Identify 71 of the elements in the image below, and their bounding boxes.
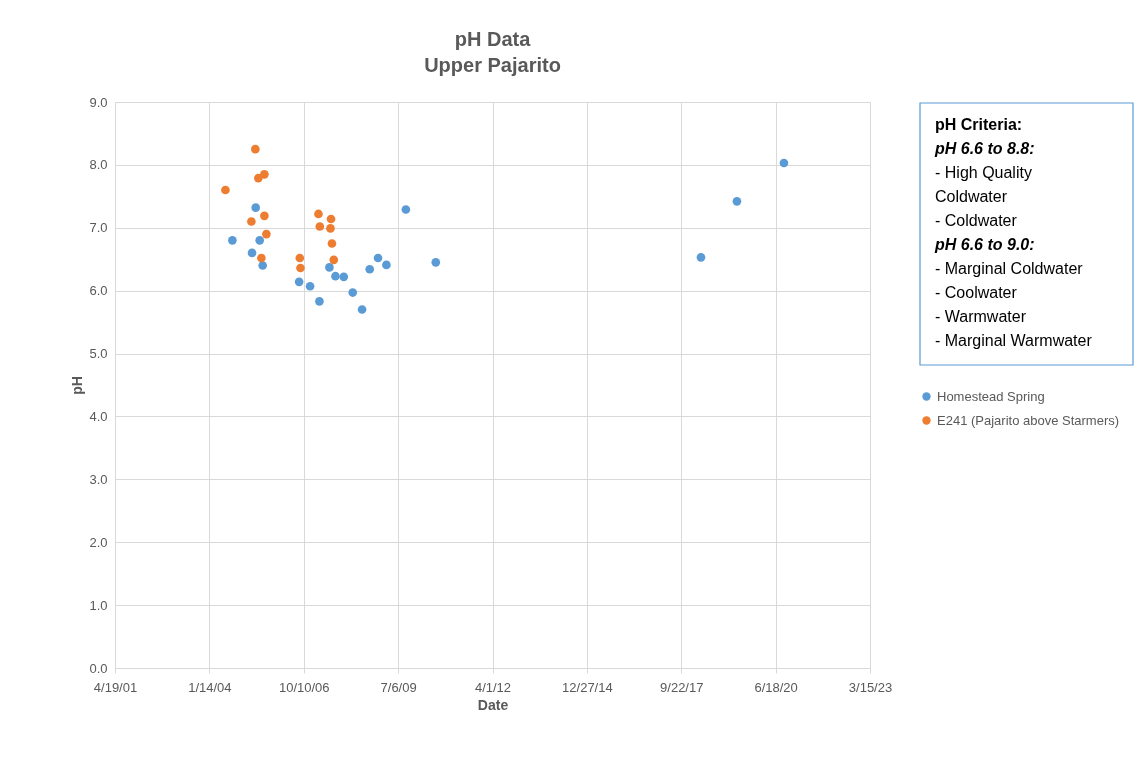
point: [295, 253, 305, 263]
point: [247, 248, 257, 258]
point: [326, 224, 335, 233]
y-tick-label: 5.0: [89, 346, 108, 362]
x-tick-label: 4/19/01: [93, 679, 138, 695]
point: [296, 263, 305, 273]
text: pH 6.6 to 9.0:: [934, 236, 1035, 253]
point: [258, 261, 268, 270]
y-tick-label: 0.0: [89, 660, 108, 676]
x-tick-label: 9/22/17: [660, 679, 704, 695]
x-axis-title: Date: [477, 696, 509, 713]
text: Coldwater: [935, 188, 1008, 205]
point: [305, 281, 315, 291]
point: [251, 203, 261, 212]
point: [779, 158, 789, 168]
text: - Marginal Warmwater: [935, 332, 1093, 349]
point: [315, 222, 325, 231]
text: - Marginal Coldwater: [935, 260, 1084, 277]
chart-subtitle: Upper Pajarito: [424, 54, 561, 76]
point: [315, 297, 324, 306]
text: - Coldwater: [935, 212, 1018, 229]
x-tick-label: 4/1/12: [474, 679, 512, 695]
x-tick-label: 10/10/06: [278, 679, 330, 695]
point: [696, 253, 706, 262]
point: [401, 205, 411, 214]
text: pH 6.6 to 8.8:: [934, 140, 1035, 157]
x-tick-label: 12/27/14: [562, 679, 613, 695]
point: [251, 144, 260, 154]
legend-label: E241 (Pajarito above Starmers): [937, 412, 1120, 428]
y-tick-label: 7.0: [89, 220, 108, 236]
y-tick-label: 8.0: [89, 157, 108, 173]
point: [260, 170, 269, 179]
point: [348, 288, 358, 297]
text: pH Criteria:: [935, 116, 1023, 133]
point: [247, 217, 256, 226]
point: [382, 260, 391, 270]
point: [325, 263, 334, 272]
point: [255, 236, 265, 245]
y-tick-label: 1.0: [89, 597, 108, 613]
point: [732, 197, 742, 206]
y-tick-label: 3.0: [89, 471, 108, 487]
text: - Warmwater: [935, 308, 1027, 325]
point: [357, 305, 367, 314]
point: [257, 253, 266, 263]
point: [228, 236, 237, 245]
x-tick-label: 6/18/20: [754, 679, 798, 695]
point: [329, 255, 339, 265]
point: [294, 277, 304, 287]
x-tick-label: 1/14/04: [188, 679, 232, 695]
legend-label: Homestead Spring: [937, 388, 1045, 404]
point: [260, 211, 269, 221]
y-axis-title: pH: [69, 376, 86, 395]
text: - Coolwater: [935, 284, 1018, 301]
y-tick-label: 4.0: [89, 408, 108, 424]
point: [314, 209, 323, 219]
point: [221, 185, 230, 195]
point: [254, 173, 263, 183]
point: [373, 253, 383, 263]
x-tick-label: 7/6/09: [380, 679, 417, 695]
x-tick-label: 3/15/23: [848, 679, 893, 695]
point: [327, 239, 337, 248]
chart-title: pH Data: [454, 28, 532, 50]
y-tick-label: 2.0: [89, 534, 108, 550]
point: [262, 229, 271, 239]
point: [339, 272, 349, 282]
text: - High Quality: [935, 164, 1032, 181]
point: [331, 271, 340, 281]
point: [365, 264, 375, 274]
point: [431, 258, 441, 267]
y-tick-label: 9.0: [89, 94, 108, 110]
y-tick-label: 6.0: [89, 283, 108, 299]
